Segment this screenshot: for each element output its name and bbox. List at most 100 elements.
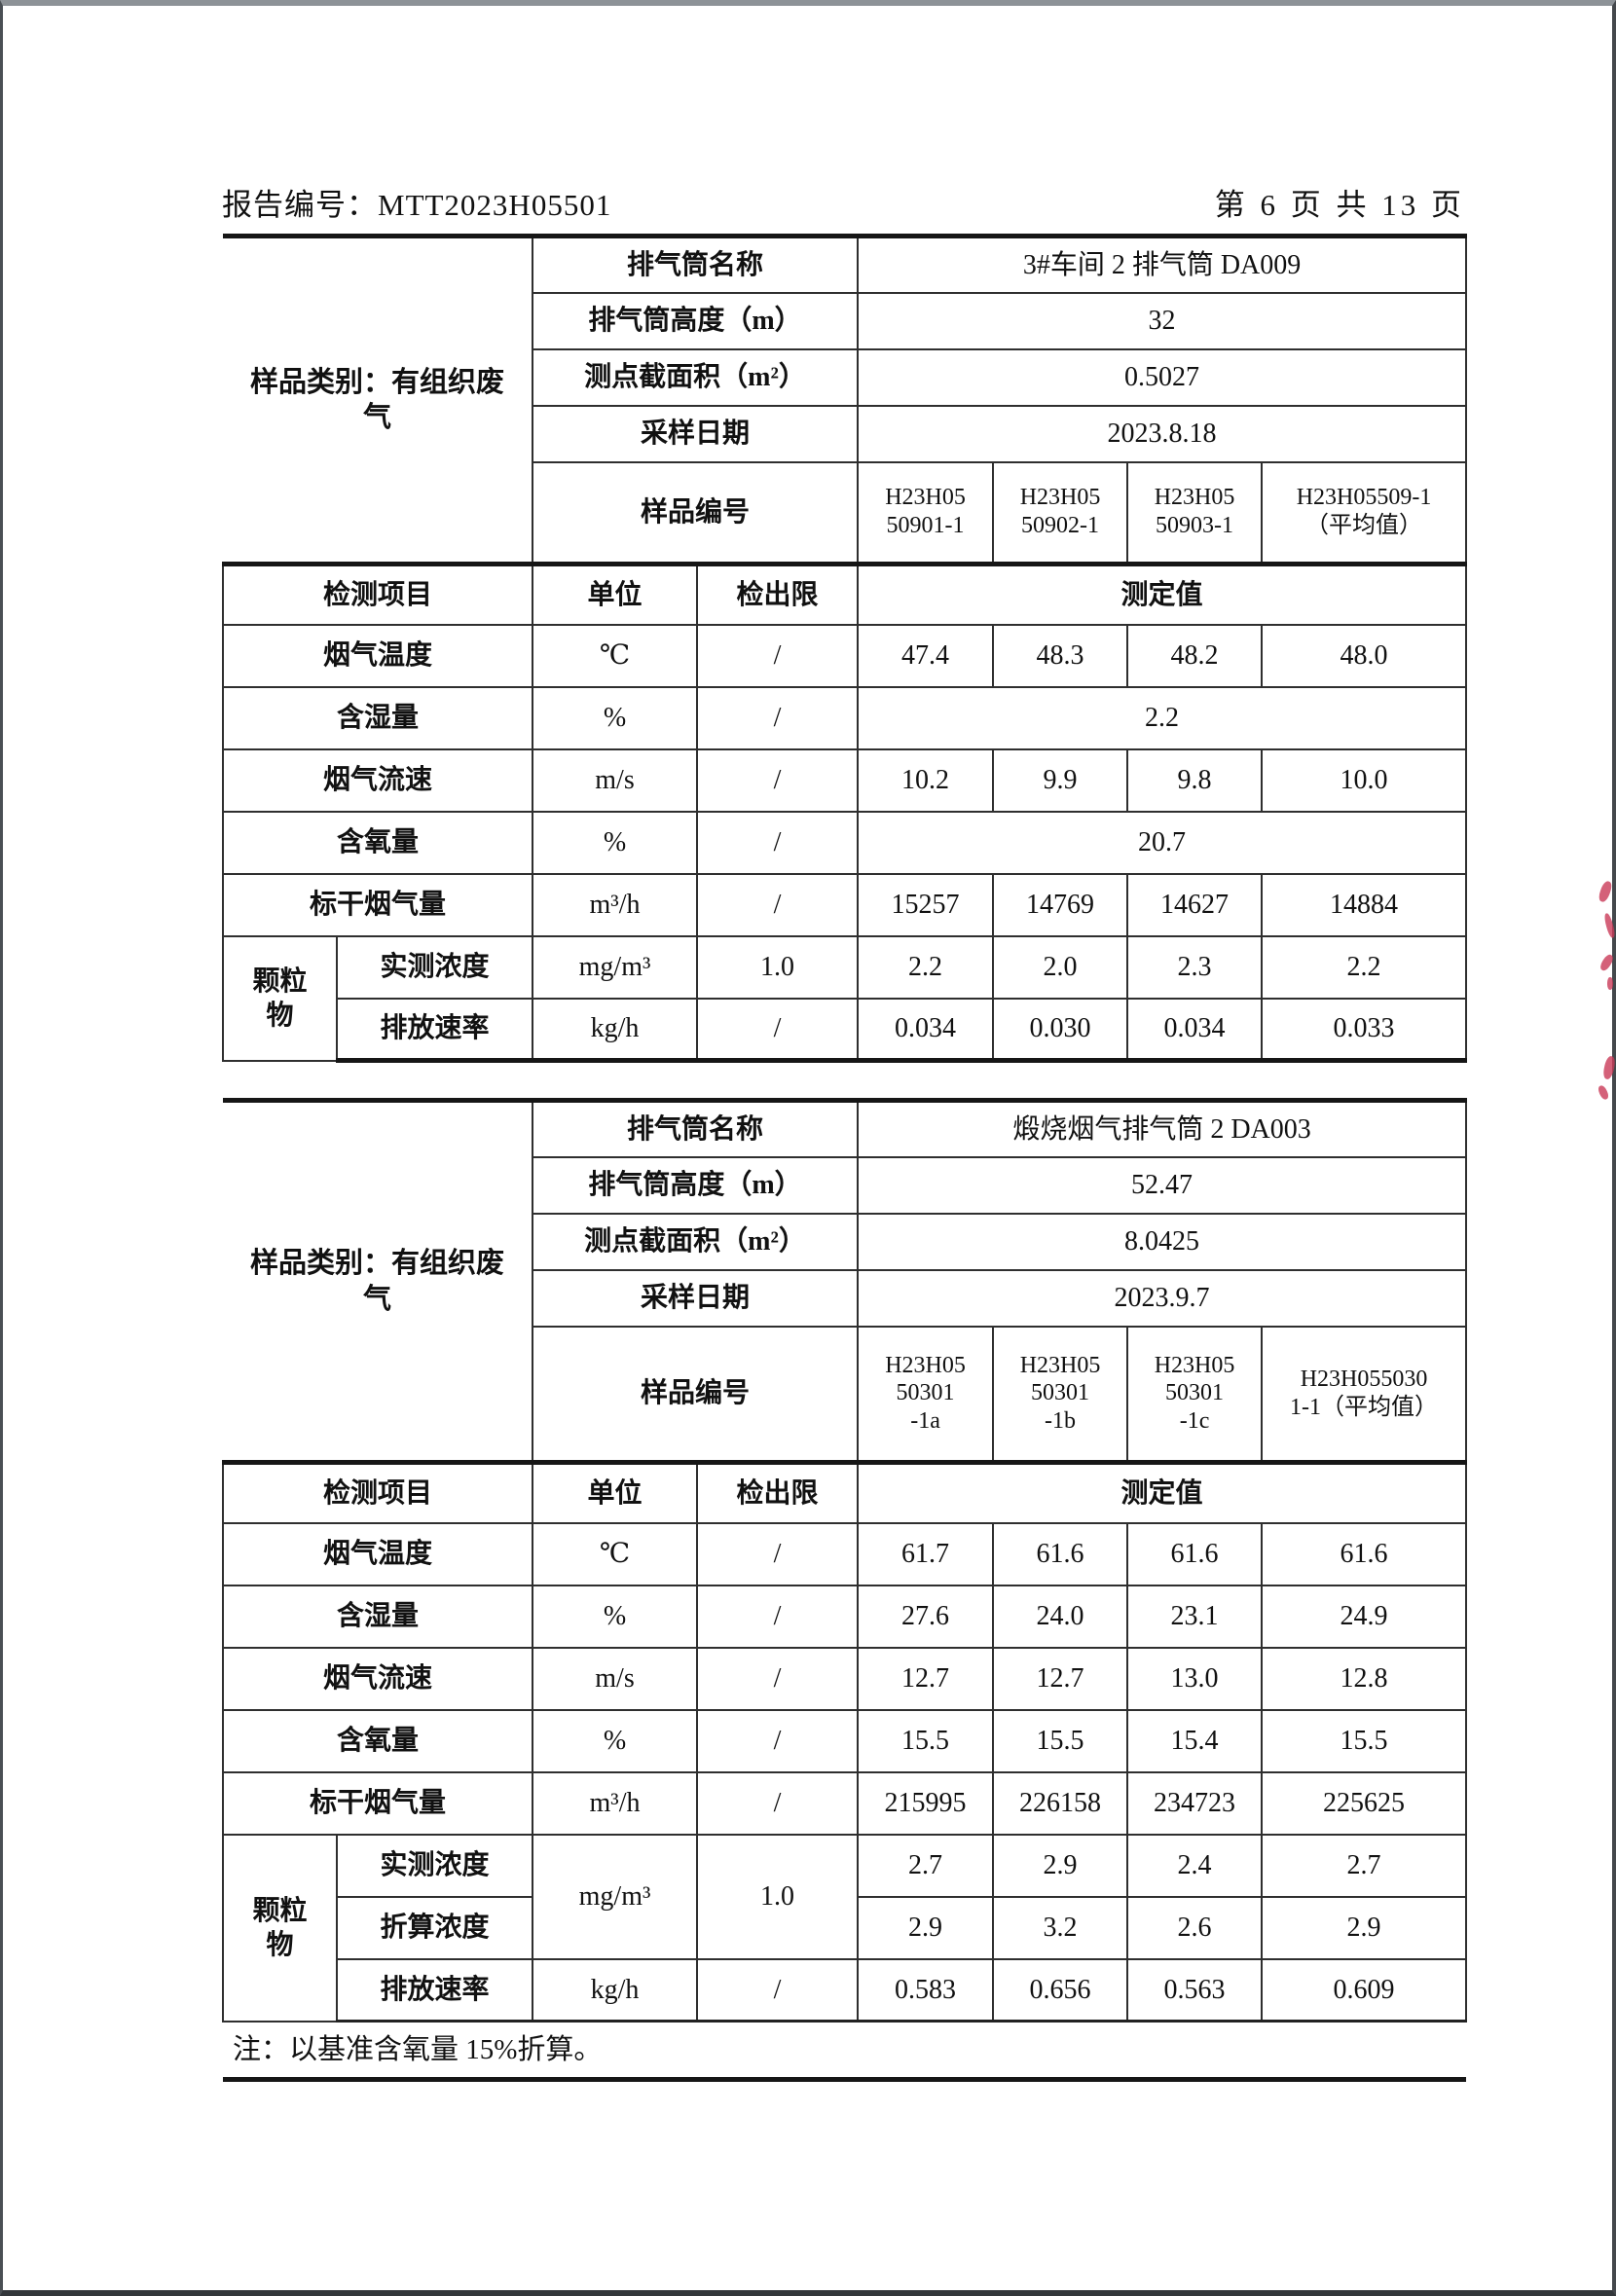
- limit-cell: /: [696, 685, 860, 750]
- unit-cell: m/s: [532, 747, 699, 813]
- value-cell: 2.7: [857, 1833, 995, 1898]
- table-footnote-row: 注：以基准含氧量 15%折算。: [223, 2020, 1467, 2082]
- info-label: 测点截面积（m²）: [532, 347, 860, 407]
- column-header: 单位: [532, 562, 699, 626]
- value-cell: 14884: [1261, 872, 1468, 937]
- info-label: 采样日期: [532, 404, 860, 463]
- footnote-text: 注：以基准含氧量 15%折算。: [223, 2020, 1467, 2082]
- limit-cell: /: [696, 1957, 860, 2023]
- column-header: 测定值: [857, 562, 1468, 626]
- value-cell: 61.7: [857, 1521, 995, 1586]
- value-cell: 12.7: [857, 1646, 995, 1711]
- value-cell: 2.9: [1261, 1895, 1468, 1960]
- value-cell: 24.0: [992, 1584, 1129, 1649]
- item-label: 烟气温度: [221, 1521, 534, 1586]
- table-row: 测点截面积（m²） 8.0425: [223, 1212, 1468, 1271]
- unit-cell: mg/m³: [532, 934, 699, 1000]
- table-row: 含湿量 % / 27.6 24.0 23.1 24.9: [221, 1584, 1468, 1649]
- value-cell: 2.9: [992, 1833, 1129, 1898]
- info-label: 排气筒高度（m）: [532, 1155, 860, 1215]
- sample-no-cell: H23H05 50301 -1b: [992, 1325, 1129, 1464]
- limit-cell: /: [696, 1770, 860, 1836]
- unit-cell: m³/h: [532, 1770, 699, 1836]
- sample-no-cell: H23H05 50902-1: [992, 460, 1129, 565]
- value-cell: 0.609: [1261, 1957, 1468, 2023]
- value-cell: 0.033: [1261, 997, 1468, 1063]
- value-cell: 48.0: [1261, 623, 1468, 688]
- info-value: 2023.8.18: [857, 404, 1468, 463]
- table-row: 测点截面积（m²） 0.5027: [223, 347, 1468, 407]
- info-label: 样品编号: [532, 1325, 860, 1464]
- value-cell: 2.0: [992, 934, 1129, 1000]
- table-row: 标干烟气量 m³/h / 15257 14769 14627 14884: [221, 872, 1468, 937]
- unit-cell: kg/h: [532, 997, 699, 1063]
- unit-cell: %: [532, 1584, 699, 1649]
- value-cell: 2.4: [1126, 1833, 1264, 1898]
- sample-no-cell: H23H05 50903-1: [1126, 460, 1264, 565]
- limit-cell: /: [696, 747, 860, 813]
- value-cell: 9.8: [1126, 747, 1264, 813]
- limit-cell: /: [696, 872, 860, 937]
- unit-cell: ℃: [532, 1521, 699, 1586]
- value-cell: 3.2: [992, 1895, 1129, 1960]
- value-cell: 0.563: [1126, 1957, 1264, 2023]
- value-cell: 0.034: [1126, 997, 1264, 1063]
- value-cell: 23.1: [1126, 1584, 1264, 1649]
- limit-cell: /: [696, 623, 860, 688]
- unit-cell: mg/m³: [532, 1833, 699, 1960]
- value-cell: 27.6: [857, 1584, 995, 1649]
- value-cell-merged: 2.2: [857, 685, 1468, 750]
- value-cell: 12.8: [1261, 1646, 1468, 1711]
- limit-cell: /: [696, 997, 860, 1063]
- value-cell: 0.030: [992, 997, 1129, 1063]
- sample-no-cell: H23H055030 1-1（平均值）: [1261, 1325, 1468, 1464]
- table-row: 颗粒 物 实测浓度 mg/m³ 1.0 2.2 2.0 2.3 2.2: [222, 934, 1468, 1062]
- table-row: 排放速率 kg/h / 0.034 0.030 0.034 0.033: [223, 997, 1468, 1063]
- red-ink-smudge: [1601, 1055, 1616, 1080]
- value-cell: 61.6: [1126, 1521, 1264, 1586]
- table-row: 样品类别：有组织废 气 排气筒名称 煅烧烟气排气筒 2 DA003: [223, 1098, 1468, 1464]
- value-cell: 0.034: [857, 997, 995, 1063]
- value-cell: 9.9: [992, 747, 1129, 813]
- column-header: 检出限: [696, 562, 860, 626]
- item-label: 排放速率: [335, 997, 534, 1063]
- sample-no-cell: H23H05509-1 （平均值）: [1261, 460, 1468, 565]
- unit-cell: %: [532, 1708, 699, 1773]
- value-cell: 12.7: [992, 1646, 1129, 1711]
- item-label: 含湿量: [221, 685, 534, 750]
- value-cell: 48.2: [1126, 623, 1264, 688]
- table-row: 样品编号 H23H05 50301 -1a H23H05 50301 -1b H…: [223, 1325, 1468, 1464]
- table-row: 含氧量 % / 15.5 15.5 15.4 15.5: [221, 1708, 1468, 1773]
- value-cell: 0.656: [992, 1957, 1129, 2023]
- value-cell: 24.9: [1261, 1584, 1468, 1649]
- column-header: 检测项目: [221, 1460, 534, 1524]
- info-label: 排气筒高度（m）: [532, 291, 860, 350]
- item-label: 折算浓度: [335, 1895, 534, 1960]
- value-cell: 15.5: [992, 1708, 1129, 1773]
- info-value: 2023.9.7: [857, 1268, 1468, 1328]
- table-header-row: 检测项目 单位 检出限 测定值: [221, 562, 1468, 626]
- table-row: 标干烟气量 m³/h / 215995 226158 234723 225625: [221, 1770, 1468, 1836]
- unit-cell: ℃: [532, 623, 699, 688]
- sample-category-cell: 样品类别：有组织废 气: [223, 234, 534, 565]
- column-header: 检测项目: [221, 562, 534, 626]
- unit-cell: %: [532, 685, 699, 750]
- limit-cell: /: [696, 1584, 860, 1649]
- value-cell: 10.0: [1261, 747, 1468, 813]
- value-cell-merged: 20.7: [857, 810, 1468, 875]
- sample-category-cell: 样品类别：有组织废 气: [223, 1098, 534, 1464]
- table-row: 含氧量 % / 20.7: [221, 810, 1468, 875]
- item-label: 排放速率: [335, 1957, 534, 2023]
- item-label: 实测浓度: [335, 934, 534, 1000]
- table-emission-da009: 样品类别：有组织废 气 排气筒名称 3#车间 2 排气筒 DA009 排气筒高度…: [221, 234, 1468, 1063]
- sample-no-cell: H23H05 50301 -1c: [1126, 1325, 1264, 1464]
- info-label: 排气筒名称: [532, 1098, 860, 1158]
- table-row: 采样日期 2023.8.18: [223, 404, 1468, 463]
- table-row: 烟气温度 ℃ / 61.7 61.6 61.6 61.6: [221, 1521, 1468, 1586]
- value-cell: 2.2: [857, 934, 995, 1000]
- value-cell: 61.6: [1261, 1521, 1468, 1586]
- table-header-row: 检测项目 单位 检出限 测定值: [221, 1460, 1468, 1524]
- item-label: 实测浓度: [335, 1833, 534, 1898]
- item-label: 标干烟气量: [221, 1770, 534, 1836]
- value-cell: 15257: [857, 872, 995, 937]
